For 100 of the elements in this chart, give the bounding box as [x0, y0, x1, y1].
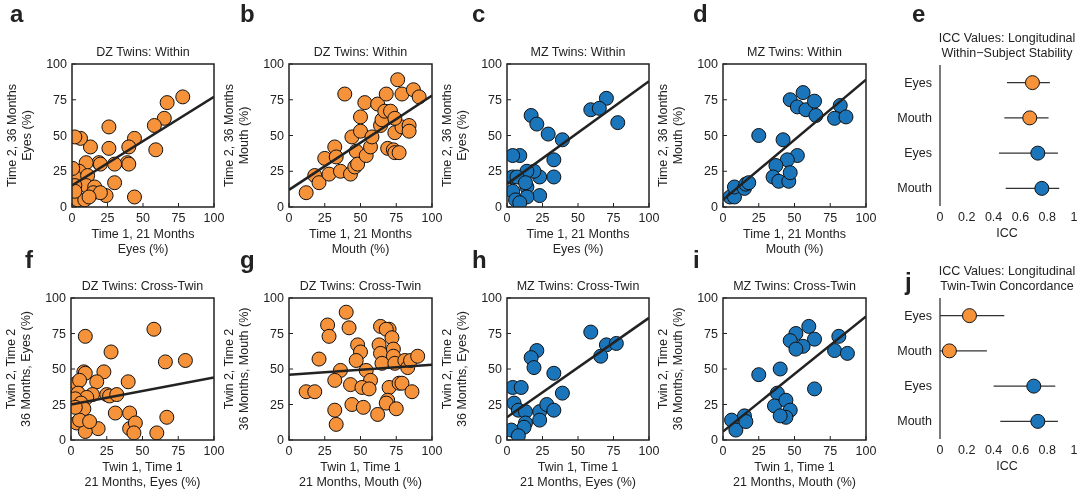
y-tick-label: 50	[704, 362, 719, 376]
y-tick-label: 25	[52, 397, 67, 412]
y-tick-label: 0	[60, 200, 68, 214]
chart-title: MZ Twins: Cross-Twin	[733, 279, 856, 293]
x-tick-label: 100	[855, 211, 877, 225]
y-tick-label: Eyes	[904, 379, 932, 394]
x-axis-title: Time 1, 21 Months Mouth (%)	[308, 227, 413, 256]
chart-title: DZ Twins: Cross-Twin	[81, 279, 204, 293]
x-tick-label: 25	[317, 211, 332, 225]
y-tick-label: 0	[495, 200, 503, 214]
y-tick-label: 0	[277, 433, 285, 447]
y-tick-label: 75	[270, 92, 285, 107]
y-axis-title: Time 2, 36 Months Eyes (%)	[5, 83, 34, 188]
text: c	[472, 0, 486, 27]
chart-title: ICC Values: Longitudinal Within−Subject Stability	[938, 31, 1076, 60]
x-tick-label: 50	[136, 211, 150, 225]
text: b	[240, 0, 255, 27]
text: d	[693, 0, 708, 27]
text: e	[912, 0, 926, 27]
y-tick-label: Mouth	[897, 414, 933, 429]
x-tick-label: 75	[823, 211, 838, 225]
y-tick-label: Mouth	[897, 343, 933, 358]
x-tick-label: 0	[936, 443, 944, 457]
y-tick-label: Mouth	[897, 110, 933, 125]
y-tick-label: 50	[52, 362, 67, 376]
x-tick-label: 75	[171, 444, 186, 458]
x-tick-label: 1	[1070, 443, 1078, 457]
x-tick-label: 0.6	[1011, 443, 1030, 457]
x-tick-label: 0.2	[958, 443, 976, 457]
y-tick-label: 75	[270, 326, 285, 341]
y-tick-label: Eyes	[904, 308, 932, 323]
y-tick-label: 25	[270, 397, 285, 412]
y-tick-label: 75	[704, 92, 719, 107]
x-tick-label: 0.2	[958, 210, 976, 224]
x-tick-label: 50	[787, 211, 802, 225]
y-tick-label: 50	[270, 128, 285, 143]
x-axis-title: Twin 1, Time 1 21 Months, Eyes (%)	[519, 460, 637, 489]
y-tick-label: 75	[52, 326, 67, 341]
chart-title: MZ Twins: Within	[747, 45, 843, 59]
y-tick-label: 0	[495, 433, 503, 447]
text: f	[25, 246, 34, 273]
x-tick-label: 50	[135, 444, 150, 458]
x-axis-title: Twin 1, Time 1 21 Months, Mouth (%)	[733, 460, 856, 489]
x-tick-label: 25	[535, 444, 550, 458]
y-tick-label: 75	[488, 326, 503, 341]
x-axis-title: Time 1, 21 Months Mouth (%)	[742, 227, 847, 256]
x-tick-label: 25	[751, 444, 766, 458]
y-tick-label: 50	[488, 128, 503, 143]
x-tick-label: 75	[389, 444, 404, 458]
y-tick-label: 75	[704, 326, 719, 341]
y-tick-label: Eyes	[904, 75, 932, 90]
x-tick-label: 0.8	[1038, 443, 1056, 457]
y-tick-label: 25	[270, 164, 285, 179]
x-tick-label: 0.4	[984, 210, 1003, 224]
x-tick-label: 50	[353, 211, 368, 225]
x-tick-label: 100	[203, 211, 225, 225]
x-tick-label: 75	[823, 444, 838, 458]
x-tick-label: 75	[606, 444, 621, 458]
y-tick-label: 0	[59, 433, 67, 447]
y-tick-label: 100	[46, 57, 68, 71]
x-axis-title: Twin 1, Time 1 21 Months, Eyes (%)	[84, 460, 201, 489]
y-axis-title: Time 2, 36 Months Mouth (%)	[222, 83, 251, 188]
y-axis-title: Twin 2, Time 2 36 Months, Eyes (%)	[440, 310, 469, 428]
y-tick-label: 100	[481, 291, 503, 305]
x-tick-label: 100	[855, 444, 877, 458]
x-tick-label: 25	[751, 211, 766, 225]
x-tick-label: 50	[571, 444, 585, 458]
y-tick-label: 0	[277, 200, 285, 214]
chart-title: MZ Twins: Within	[530, 45, 626, 59]
x-tick-label: 1	[1070, 210, 1078, 224]
y-tick-label: 25	[53, 164, 68, 179]
y-tick-label: 100	[697, 57, 719, 71]
y-axis-title: Time 2, 36 Months Eyes (%)	[440, 83, 469, 188]
x-tick-label: 75	[606, 211, 621, 225]
chart-title: DZ Twins: Within	[313, 45, 408, 59]
chart-title: DZ Twins: Cross-Twin	[299, 279, 422, 293]
x-tick-label: 50	[353, 444, 368, 458]
x-tick-label: 0.6	[1011, 210, 1030, 224]
x-tick-label: 100	[638, 444, 660, 458]
y-tick-label: 0	[711, 433, 719, 447]
text: i	[693, 246, 700, 273]
y-tick-label: 25	[704, 397, 719, 412]
x-axis-title: ICC	[996, 459, 1018, 473]
y-tick-label: 25	[488, 164, 503, 179]
y-tick-label: 50	[270, 362, 285, 376]
x-axis-title: Time 1, 21 Months Eyes (%)	[91, 227, 195, 256]
y-tick-label: 50	[53, 128, 68, 143]
x-tick-label: 100	[421, 211, 443, 225]
y-tick-label: 75	[488, 92, 503, 107]
chart-title: DZ Twins: Within	[96, 45, 190, 59]
y-tick-label: 100	[263, 291, 285, 305]
x-tick-label: 75	[171, 211, 186, 225]
y-tick-label: 0	[711, 200, 719, 214]
chart-title: ICC Values: Longitudinal Twin-Twin Concordance	[938, 264, 1076, 293]
x-axis-title: Twin 1, Time 1 21 Months, Mouth (%)	[299, 460, 422, 489]
y-tick-label: 25	[704, 164, 719, 179]
y-tick-label: 100	[263, 57, 285, 71]
x-tick-label: 25	[99, 444, 114, 458]
text: g	[240, 246, 255, 273]
y-tick-label: 50	[488, 362, 503, 376]
